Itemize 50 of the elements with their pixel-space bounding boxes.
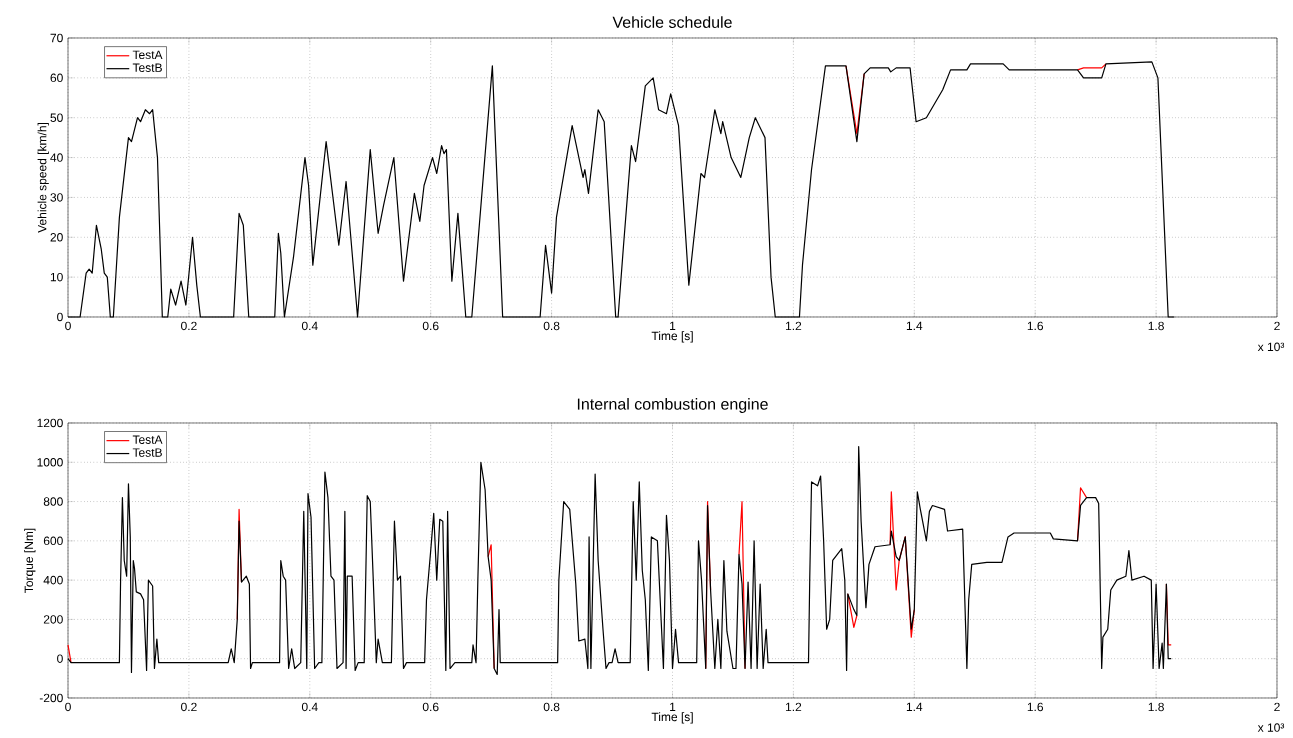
x-tick-label: 1.2 xyxy=(785,702,802,712)
x-tick-label: 0.6 xyxy=(422,321,439,331)
chart-title: Vehicle schedule xyxy=(612,16,732,28)
y-axis-title: Vehicle speed [km/h] xyxy=(37,122,49,233)
y-tick-label: 50 xyxy=(50,113,63,122)
x-tick-label: 1.6 xyxy=(1027,321,1044,331)
x-tick-label: 1.8 xyxy=(1148,702,1164,712)
y-tick-label: 1000 xyxy=(37,458,63,467)
legend-label: TestA xyxy=(132,50,163,60)
y-tick-label: 10 xyxy=(50,272,63,282)
legend-label: TestB xyxy=(132,63,162,72)
y-tick-label: 1200 xyxy=(37,418,63,428)
x-tick-label: 1 xyxy=(670,321,676,330)
y-tick-label: 600 xyxy=(43,536,63,546)
x-tick-label: 0.4 xyxy=(301,321,318,331)
y-tick-label: 200 xyxy=(43,615,63,624)
x-tick-label: 0.2 xyxy=(181,321,197,331)
x-tick-label: 1.8 xyxy=(1148,321,1164,331)
text: x 10³ xyxy=(1257,342,1285,352)
x-axis-title: Time [s] xyxy=(651,331,693,343)
x-tick-label: 1.2 xyxy=(785,321,802,331)
text: x 10³ xyxy=(1257,723,1285,732)
x-tick-label: 1.4 xyxy=(906,321,923,330)
y-tick-label: 0 xyxy=(57,312,63,322)
x-tick-label: 0.2 xyxy=(181,702,197,712)
y-tick-label: -200 xyxy=(39,693,63,703)
x-tick-label: 0.8 xyxy=(543,321,560,331)
y-tick-label: 30 xyxy=(50,193,63,202)
chart-title: Internal combustion engine xyxy=(577,398,768,413)
y-tick-label: 60 xyxy=(50,73,63,83)
y-tick-label: 800 xyxy=(43,497,63,506)
legend-label: TestB xyxy=(132,448,162,457)
x-tick-label: 2 xyxy=(1274,702,1280,712)
x-tick-label: 0.6 xyxy=(422,702,439,712)
y-axis-title: Torque [Nm] xyxy=(24,528,36,593)
x-tick-label: 2 xyxy=(1274,321,1280,331)
x-tick-label: 1.4 xyxy=(906,702,923,711)
x-tick-label: 0.4 xyxy=(301,702,318,712)
x-tick-label: 1 xyxy=(670,702,676,711)
x-axis-title: Time [s] xyxy=(651,712,693,724)
y-tick-label: 70 xyxy=(50,33,63,43)
x-tick-label: 0.8 xyxy=(543,702,560,712)
x-tick-label: 0 xyxy=(65,702,71,712)
y-tick-label: 0 xyxy=(57,654,63,663)
y-tick-label: 40 xyxy=(50,153,63,162)
y-tick-label: 400 xyxy=(43,575,63,585)
x-tick-label: 1.6 xyxy=(1027,702,1044,712)
x-tick-label: 0 xyxy=(65,321,71,331)
legend-label: TestA xyxy=(132,435,163,444)
y-tick-label: 20 xyxy=(50,233,63,242)
